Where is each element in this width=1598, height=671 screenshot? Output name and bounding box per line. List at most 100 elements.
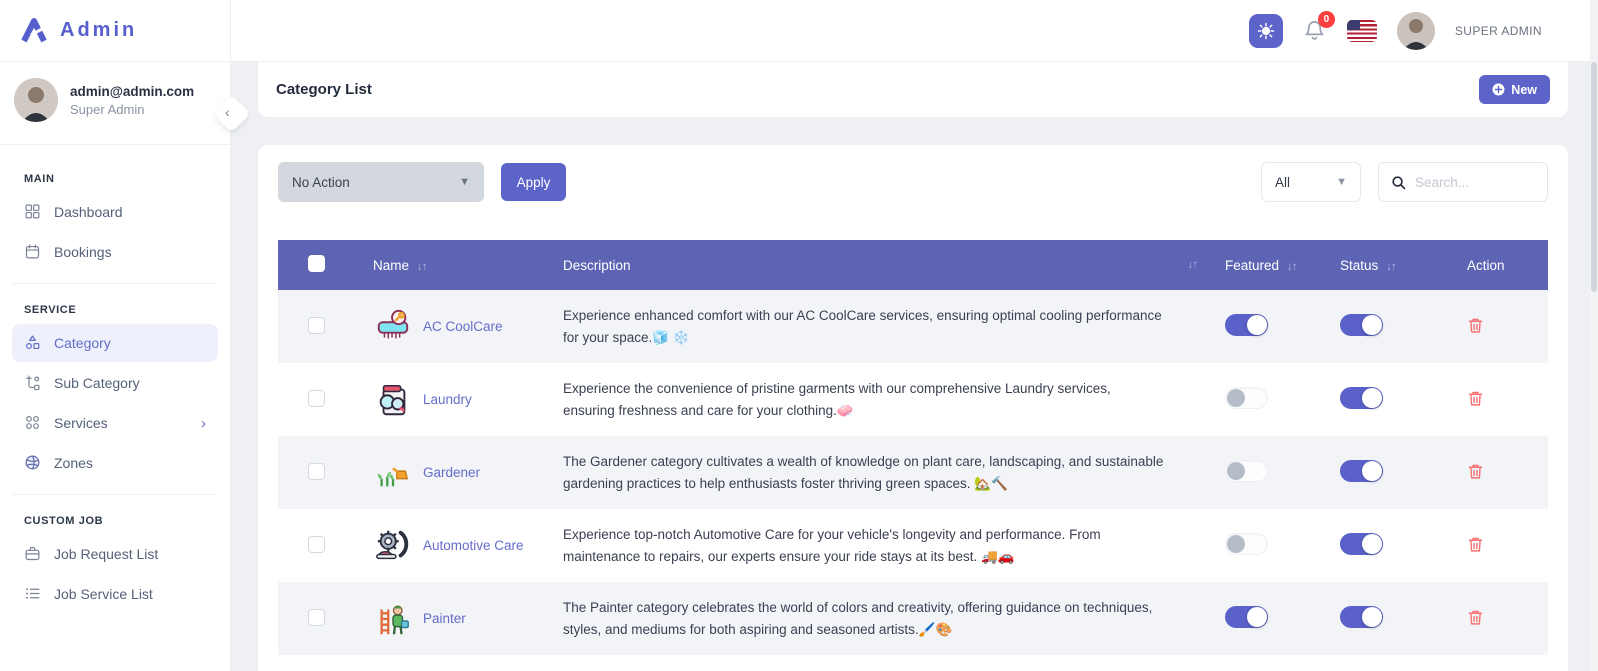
sidebar-item-services[interactable]: Services › xyxy=(12,404,218,442)
user-avatar xyxy=(14,78,58,122)
washing-machine-illustration xyxy=(373,380,413,420)
services-icon xyxy=(24,414,42,432)
sidebar-item-bookings[interactable]: Bookings › xyxy=(12,233,218,271)
subcategory-icon xyxy=(24,374,42,392)
sun-icon xyxy=(1257,22,1275,40)
category-name-link[interactable]: Painter xyxy=(423,610,466,626)
topbar: 0 SUPER ADMIN xyxy=(231,0,1598,62)
search-icon xyxy=(1391,175,1406,190)
chevron-right-icon: › xyxy=(201,414,206,432)
category-description: Experience the convenience of pristine g… xyxy=(563,380,1111,418)
sidebar-nav: MAIN Dashboard › Bookings › SERVICE Cate… xyxy=(0,145,230,613)
status-toggle[interactable] xyxy=(1340,387,1383,409)
list-icon xyxy=(24,585,42,603)
select-all-checkbox[interactable] xyxy=(308,255,325,272)
row-checkbox[interactable] xyxy=(308,316,325,334)
search-input[interactable] xyxy=(1415,174,1525,190)
row-checkbox[interactable] xyxy=(308,462,325,480)
category-icon xyxy=(24,334,42,352)
row-checkbox[interactable] xyxy=(308,535,325,553)
globe-icon xyxy=(24,454,42,472)
category-name-link[interactable]: Automotive Care xyxy=(423,537,524,553)
brand[interactable]: Admin xyxy=(0,0,230,62)
category-description: The Painter category celebrates the worl… xyxy=(563,599,1153,637)
row-checkbox[interactable] xyxy=(308,389,325,407)
sidebar-item-category[interactable]: Category › xyxy=(12,324,218,362)
column-status: Status xyxy=(1340,257,1379,273)
page-scrollbar[interactable] xyxy=(1590,0,1598,671)
notifications-button[interactable]: 0 xyxy=(1303,10,1335,43)
column-name: Name xyxy=(373,257,410,273)
table-row: Painter The Painter category celebrates … xyxy=(278,582,1548,655)
status-toggle[interactable] xyxy=(1340,314,1383,336)
sort-icon[interactable]: ↓↑ xyxy=(1187,259,1198,271)
car-service-illustration xyxy=(373,526,413,566)
featured-toggle[interactable] xyxy=(1225,460,1268,482)
topbar-avatar[interactable] xyxy=(1396,11,1435,50)
bell-icon xyxy=(1303,19,1326,42)
category-name-link[interactable]: AC CoolCare xyxy=(423,318,503,334)
column-featured: Featured xyxy=(1225,257,1280,273)
table-row: AC CoolCare Experience enhanced comfort … xyxy=(278,290,1548,363)
sidebar: Admin admin@admin.com Super Admin MAIN D… xyxy=(0,0,231,671)
category-description: Experience enhanced comfort with our AC … xyxy=(563,307,1162,345)
category-description: The Gardener category cultivates a wealt… xyxy=(563,453,1164,491)
apply-button[interactable]: Apply xyxy=(501,163,566,201)
user-email: admin@admin.com xyxy=(70,83,195,99)
topbar-role-label: SUPER ADMIN xyxy=(1454,23,1542,38)
chevron-down-icon: ▼ xyxy=(459,176,470,188)
sidebar-item-sub-category[interactable]: Sub Category › xyxy=(12,364,218,402)
featured-toggle[interactable] xyxy=(1225,387,1268,409)
status-toggle[interactable] xyxy=(1340,606,1383,628)
row-checkbox[interactable] xyxy=(308,608,325,626)
featured-toggle[interactable] xyxy=(1225,533,1268,555)
sort-icon[interactable]: ↓↑ xyxy=(1386,260,1396,273)
delete-button[interactable] xyxy=(1467,463,1484,480)
sidebar-item-job-service-list[interactable]: Job Service List › xyxy=(12,575,218,613)
scope-select[interactable]: All ▼ xyxy=(1261,162,1361,202)
content-card: No Action ▼ Apply All ▼ Name ↓↑ Descripti… xyxy=(258,145,1568,671)
briefcase-icon xyxy=(24,545,42,563)
language-flag-us[interactable] xyxy=(1346,19,1377,42)
page-titlebar: Category List New xyxy=(258,62,1568,117)
brand-logo-icon xyxy=(18,15,50,47)
featured-toggle[interactable] xyxy=(1225,314,1268,336)
table-row: Laundry Experience the convenience of pr… xyxy=(278,363,1548,436)
filter-bar: No Action ▼ Apply All ▼ xyxy=(278,162,1548,202)
status-toggle[interactable] xyxy=(1340,533,1383,555)
delete-button[interactable] xyxy=(1467,390,1484,407)
featured-toggle[interactable] xyxy=(1225,606,1268,628)
delete-button[interactable] xyxy=(1467,317,1484,334)
user-role: Super Admin xyxy=(70,101,145,117)
column-description: Description xyxy=(563,257,631,273)
category-description: Experience top-notch Automotive Care for… xyxy=(563,526,1101,564)
table-body: AC CoolCare Experience enhanced comfort … xyxy=(278,290,1548,655)
chevron-left-icon[interactable]: ‹ xyxy=(225,104,230,120)
sidebar-item-zones[interactable]: Zones › xyxy=(12,444,218,482)
sidebar-item-dashboard[interactable]: Dashboard › xyxy=(12,193,218,231)
chevron-down-icon: ▼ xyxy=(1336,176,1347,188)
sort-icon[interactable]: ↓↑ xyxy=(417,260,427,273)
plus-circle-icon xyxy=(1492,83,1505,96)
new-button[interactable]: New xyxy=(1479,75,1550,104)
sort-icon[interactable]: ↓↑ xyxy=(1287,260,1297,273)
category-name-link[interactable]: Laundry xyxy=(423,391,472,407)
category-table: Name ↓↑ Description ↓↑ Featured ↓↑ Status ↓↑… xyxy=(278,240,1548,655)
theme-toggle-button[interactable] xyxy=(1248,13,1283,48)
sidebar-collapse-area: ‹ xyxy=(212,0,251,671)
gardening-illustration xyxy=(373,453,413,493)
notification-badge: 0 xyxy=(1317,10,1335,28)
category-name-link[interactable]: Gardener xyxy=(423,464,481,480)
sidebar-section: SERVICE Category › Sub Category › Servic… xyxy=(12,283,218,482)
sidebar-section: CUSTOM JOB Job Request List › Job Servic… xyxy=(12,494,218,613)
sidebar-item-job-request-list[interactable]: Job Request List › xyxy=(12,535,218,573)
sidebar-section-label: SERVICE xyxy=(24,304,77,316)
delete-button[interactable] xyxy=(1467,536,1484,553)
brand-name: Admin xyxy=(60,19,138,41)
table-row: Automotive Care Experience top-notch Aut… xyxy=(278,509,1548,582)
delete-button[interactable] xyxy=(1467,609,1484,626)
status-toggle[interactable] xyxy=(1340,460,1383,482)
grid-icon xyxy=(24,203,42,221)
sidebar-section-label: CUSTOM JOB xyxy=(24,515,104,527)
bulk-action-select[interactable]: No Action ▼ xyxy=(278,162,484,202)
